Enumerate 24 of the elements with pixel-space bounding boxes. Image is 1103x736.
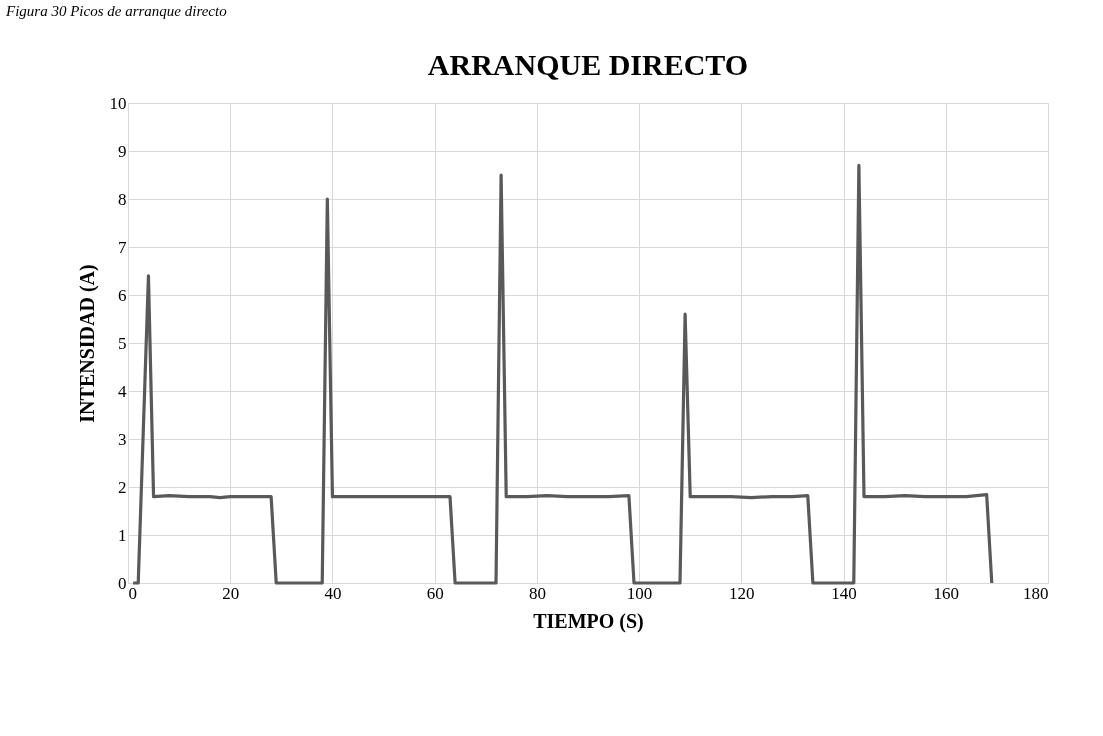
x-tick-label: 60 bbox=[426, 583, 444, 603]
x-tick-label: 180 bbox=[1023, 583, 1049, 603]
y-tick-label: 9 bbox=[118, 141, 127, 161]
chart-title: ARRANQUE DIRECTO bbox=[427, 48, 749, 81]
x-tick-label: 80 bbox=[528, 583, 546, 603]
y-tick-label: 7 bbox=[118, 237, 127, 257]
x-tick-label: 160 bbox=[933, 583, 960, 603]
x-tick-label: 140 bbox=[831, 583, 857, 603]
y-tick-label: 5 bbox=[118, 333, 127, 353]
x-tick-label: 40 bbox=[324, 583, 342, 603]
x-axis-title: TIEMPO (S) bbox=[533, 609, 644, 633]
y-tick-label: 2 bbox=[118, 477, 127, 497]
y-tick-label: 3 bbox=[118, 429, 127, 449]
text: Figura 30 Picos de arranque directo bbox=[5, 3, 228, 19]
y-tick-label: 6 bbox=[118, 285, 127, 305]
y-tick-label: 1 bbox=[118, 525, 127, 545]
y-tick-label: 10 bbox=[109, 93, 127, 113]
line-series bbox=[131, 163, 994, 585]
y-tick-label: 8 bbox=[118, 189, 127, 209]
y-axis-title: INTENSIDAD (A) bbox=[75, 264, 99, 423]
x-tick-label: 100 bbox=[626, 583, 653, 603]
y-tick-label: 4 bbox=[118, 381, 127, 401]
x-tick-label: 120 bbox=[729, 583, 755, 603]
x-tick-label: 20 bbox=[222, 583, 240, 603]
